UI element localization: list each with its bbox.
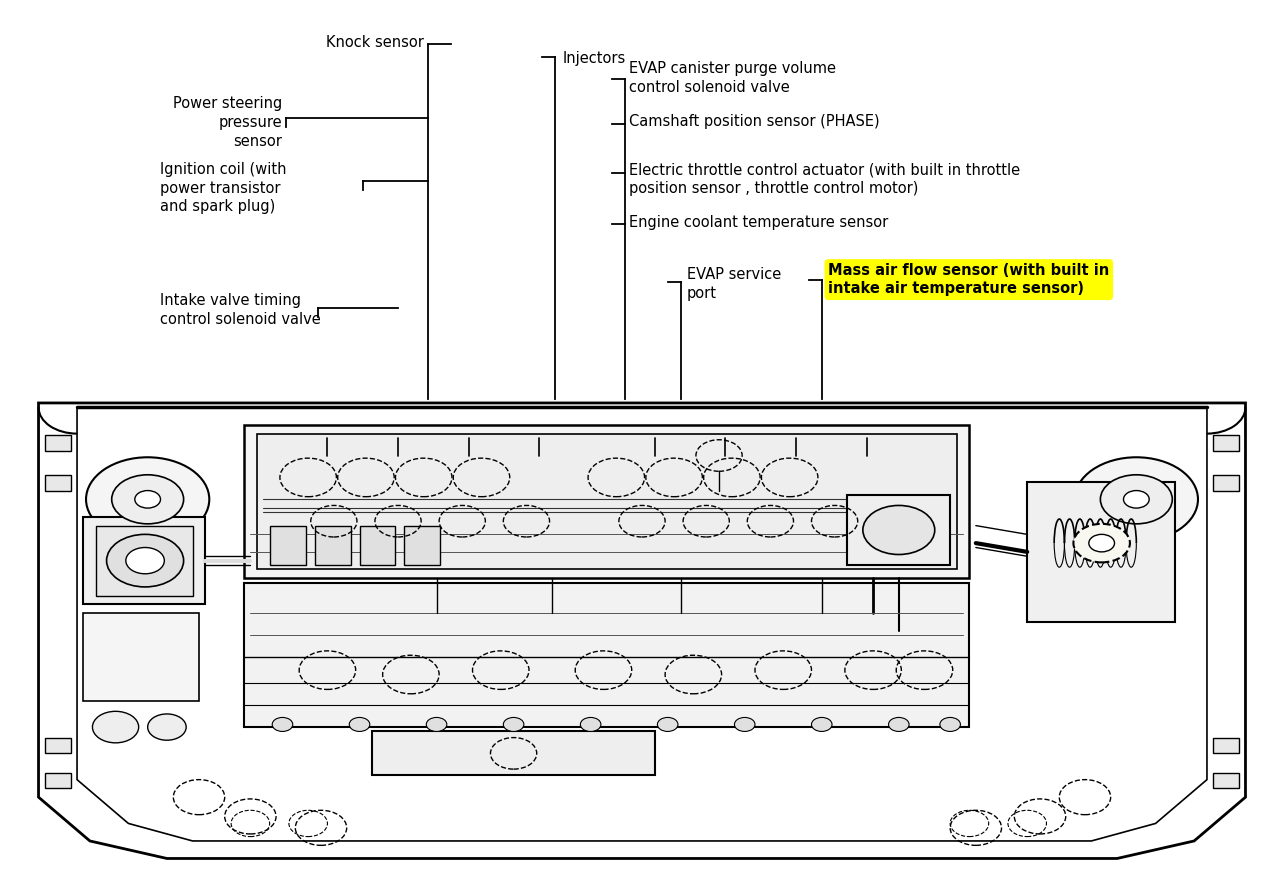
Bar — [1027, 482, 1175, 622]
Text: Power steering
pressure
sensor: Power steering pressure sensor — [173, 96, 282, 149]
Bar — [96, 526, 193, 596]
Circle shape — [135, 491, 160, 508]
Circle shape — [112, 475, 184, 524]
Polygon shape — [39, 403, 1245, 858]
Circle shape — [1073, 524, 1130, 562]
Circle shape — [107, 534, 184, 587]
Circle shape — [1100, 475, 1172, 524]
Circle shape — [940, 717, 960, 731]
Text: Injectors: Injectors — [562, 51, 625, 66]
Text: Electric throttle control actuator (with built in throttle
position sensor , thr: Electric throttle control actuator (with… — [629, 162, 1021, 195]
Circle shape — [92, 711, 139, 743]
Text: Camshaft position sensor (PHASE): Camshaft position sensor (PHASE) — [629, 114, 880, 129]
Bar — [45, 475, 71, 491]
Bar — [1213, 475, 1239, 491]
Polygon shape — [77, 407, 1207, 841]
Circle shape — [734, 717, 755, 731]
Circle shape — [889, 717, 909, 731]
Bar — [83, 613, 199, 701]
Text: EVAP canister purge volume
control solenoid valve: EVAP canister purge volume control solen… — [629, 61, 836, 95]
Circle shape — [86, 457, 209, 541]
Text: Mass air flow sensor (with built in
intake air temperature sensor): Mass air flow sensor (with built in inta… — [828, 263, 1109, 296]
Circle shape — [657, 717, 678, 731]
Text: Ignition coil (with
power transistor
and spark plug): Ignition coil (with power transistor and… — [160, 162, 288, 215]
Bar — [45, 435, 71, 451]
Bar — [847, 495, 950, 565]
Text: Intake valve timing
control solenoid valve: Intake valve timing control solenoid val… — [160, 293, 321, 327]
Circle shape — [503, 717, 524, 731]
Bar — [257, 434, 957, 569]
Bar — [1213, 773, 1239, 788]
Circle shape — [811, 717, 832, 731]
Bar — [83, 517, 205, 604]
Bar — [45, 773, 71, 788]
Circle shape — [272, 717, 293, 731]
Bar — [244, 583, 969, 727]
Circle shape — [148, 714, 186, 740]
Bar — [1213, 738, 1239, 753]
Circle shape — [1075, 457, 1198, 541]
Text: Knock sensor: Knock sensor — [326, 35, 424, 50]
Circle shape — [426, 717, 447, 731]
Circle shape — [126, 548, 164, 574]
Bar — [45, 738, 71, 753]
Bar — [372, 731, 655, 775]
Circle shape — [580, 717, 601, 731]
Circle shape — [1124, 491, 1149, 508]
Bar — [315, 526, 351, 565]
Bar — [404, 526, 440, 565]
Circle shape — [1089, 534, 1115, 552]
Text: Engine coolant temperature sensor: Engine coolant temperature sensor — [629, 215, 889, 230]
Bar — [244, 425, 969, 578]
Circle shape — [863, 505, 935, 555]
Text: EVAP service
port: EVAP service port — [687, 267, 781, 300]
Bar — [360, 526, 395, 565]
Bar — [1213, 435, 1239, 451]
Circle shape — [349, 717, 370, 731]
Bar — [270, 526, 306, 565]
